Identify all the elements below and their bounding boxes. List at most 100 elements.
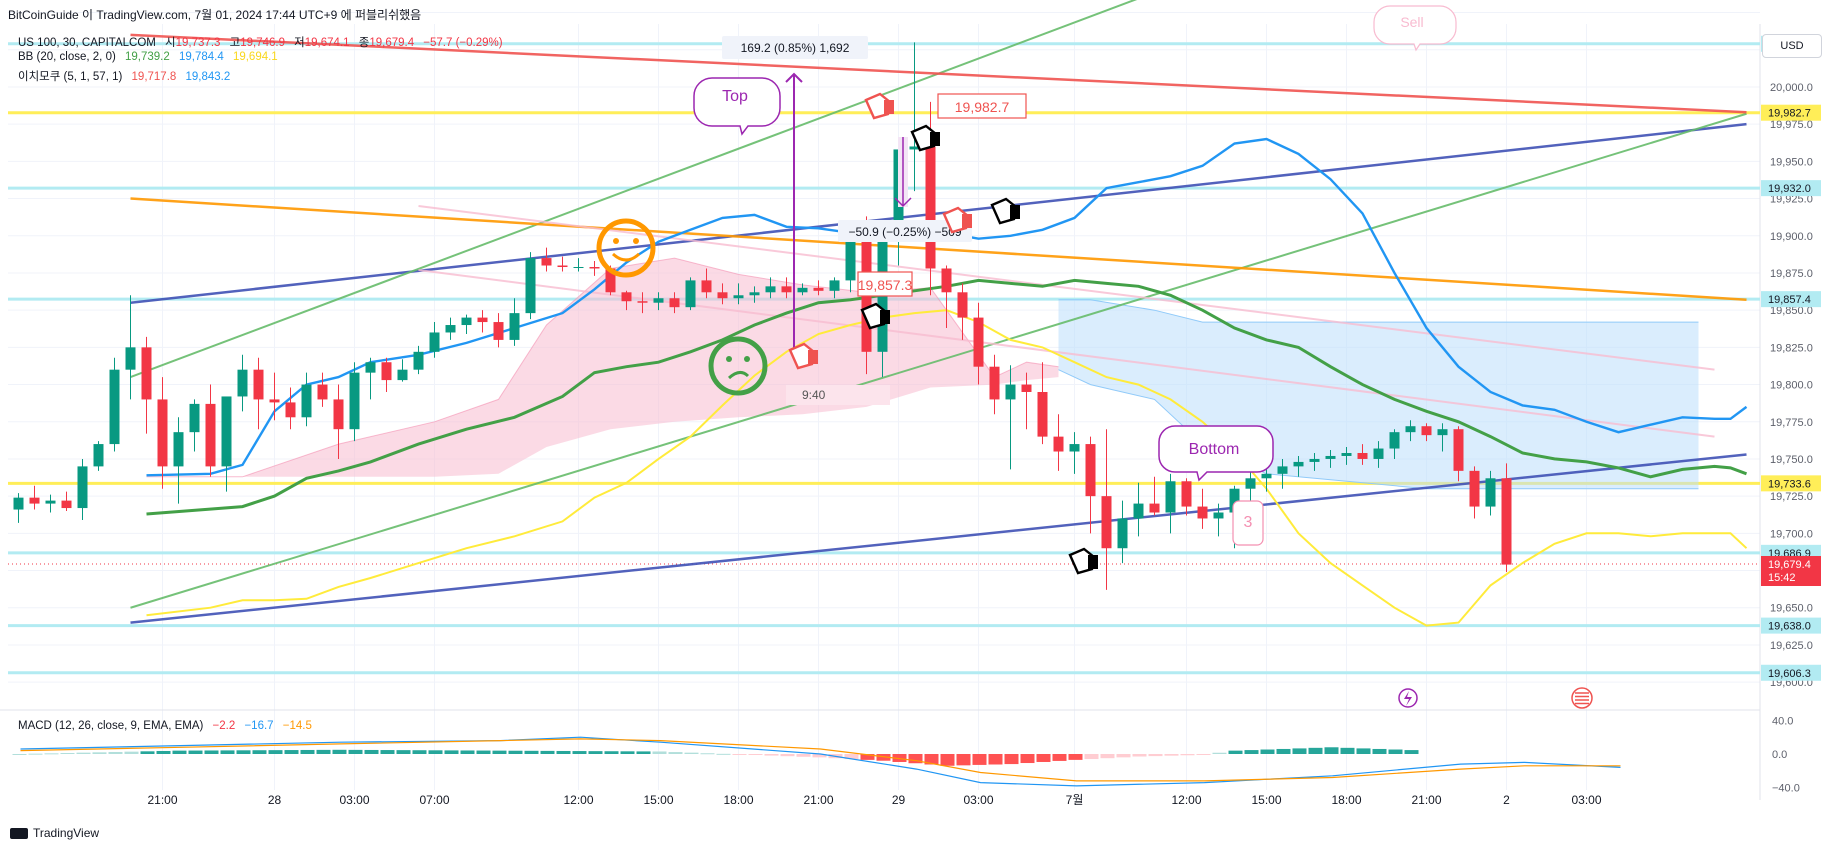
bb-name[interactable]: BB (20, close, 2, 0) [18, 51, 116, 63]
level-price-badge [1761, 617, 1821, 634]
price-axis-bg [1761, 24, 1835, 714]
time-tick-label: 21:00 [1411, 793, 1441, 807]
hand-pointer-icon [884, 100, 894, 114]
price-tick-label: 19,900.0 [1770, 231, 1813, 243]
trendline [130, 33, 1747, 114]
time-axis: 21:00 28 03:00 07:00 12:00 15:00 18:00 21:00 29 0… [147, 793, 1601, 807]
candle-body [429, 332, 440, 352]
smiley-mouth-icon [611, 252, 641, 262]
candle-body [1261, 473, 1272, 479]
macd-hist-bar [76, 752, 91, 754]
level-price-badge [1761, 664, 1821, 681]
macd-hist-bar [284, 750, 299, 754]
macd-hist-bar [1404, 750, 1419, 754]
candle-body [445, 325, 456, 333]
macd-signal-line [20, 738, 1621, 782]
sell-bubble [1373, 5, 1457, 52]
us-flag-event-icon [1571, 687, 1593, 709]
hand-pointer-icon [808, 350, 818, 364]
sell-bubble-label: Sell [1400, 14, 1423, 30]
macd-hist-bar [428, 750, 443, 754]
candle-body [237, 369, 248, 397]
candle-body [973, 317, 984, 367]
hand-pointer-icon [1010, 205, 1020, 219]
price-tick-label: 19,725.0 [1770, 491, 1813, 503]
time-tick-label: 03:00 [963, 793, 993, 807]
candle-body [317, 384, 328, 400]
candle-body [109, 369, 120, 445]
candle-body [573, 267, 584, 269]
sad-face-eye-icon [726, 356, 732, 362]
change-value: −57.7 (−0.29%) [423, 37, 503, 49]
macd-hist-bar [1052, 754, 1067, 761]
candle-body [493, 322, 504, 340]
symbol-name[interactable]: US 100, 30, CAPITALCOM [18, 37, 156, 49]
time-tick-label: 12:00 [563, 793, 593, 807]
candle-body [621, 292, 632, 302]
candle-body [1421, 426, 1432, 436]
candle-body [1021, 384, 1032, 392]
macd-hist-bar [668, 752, 683, 754]
macd-hist-bar [508, 750, 523, 754]
candle-body [1469, 470, 1480, 507]
macd-hist-bar [812, 754, 827, 758]
hand-pointer-icon [930, 132, 940, 146]
macd-hist-bar [764, 754, 779, 756]
time-tick-label: 2 [1503, 793, 1510, 807]
open-label: 시 [165, 37, 176, 49]
bb-basis-line [146, 278, 1748, 516]
hand-pointer-icon [1088, 555, 1098, 569]
time-tick-label: 15:00 [643, 793, 673, 807]
macd-hist-bar [316, 749, 331, 754]
candle-body [1357, 452, 1368, 459]
trendlines [130, 0, 1747, 624]
currency-button[interactable]: USD [1762, 34, 1822, 58]
ichimoku-name[interactable]: 이치모쿠 (5, 1, 57, 1) [18, 71, 123, 83]
candle-body [829, 280, 840, 291]
macd-hist-bar [220, 750, 235, 754]
candle-body [1341, 452, 1352, 456]
wave-number-box [1232, 500, 1264, 546]
macd-hist-bar [716, 753, 731, 755]
trendline [130, 197, 1747, 301]
candle-body [221, 396, 232, 467]
macd-hist-bar [156, 750, 171, 754]
macd-hist-bar [1116, 754, 1131, 758]
macd-hist-value: −2.2 [212, 720, 236, 732]
macd-hist-bar [1244, 750, 1259, 754]
macd-name[interactable]: MACD (12, 26, close, 9, EMA, EMA) [18, 720, 204, 732]
macd-hist-bar [732, 754, 747, 755]
candle-body [685, 280, 696, 308]
bb-upper-value: 19,784.4 [178, 51, 224, 63]
macd-hist-bar [332, 749, 347, 754]
time-tick-label: 18:00 [1331, 793, 1361, 807]
macd-hist-bar [1164, 754, 1179, 756]
candle-body [1165, 481, 1176, 513]
last-price-badge [1761, 556, 1821, 586]
level-price-badge [1761, 291, 1821, 308]
bb-lower-value: 19,694.1 [232, 51, 278, 63]
time-tick-label: 03:00 [339, 793, 369, 807]
macd-hist-bar [556, 750, 571, 754]
candle-body [125, 347, 136, 370]
macd-tick-label: 40.0 [1772, 715, 1793, 727]
candle-body [1149, 503, 1160, 513]
price-tick-label: 19,975.0 [1770, 119, 1813, 131]
candle-body [909, 146, 920, 150]
macd-hist-bar [1180, 754, 1195, 756]
wave-number-label: 3 [1244, 514, 1253, 531]
candle-body [845, 226, 856, 281]
macd-hist-bar [28, 753, 43, 755]
low-value: 19,674.1 [304, 37, 350, 49]
level-price-label: 19,733.6 [1768, 478, 1811, 490]
range-down-arrowhead [894, 197, 912, 208]
candle-body [813, 287, 824, 291]
candle-body [781, 286, 792, 293]
range-up-box [722, 36, 868, 59]
macd-hist-bar [92, 752, 107, 754]
candle-body [605, 268, 616, 293]
publish-header: BitCoinGuide 이 TradingView.com, 7월 01, 2… [8, 8, 422, 22]
macd-hist-bar [1084, 754, 1099, 760]
candle-body [13, 497, 24, 510]
